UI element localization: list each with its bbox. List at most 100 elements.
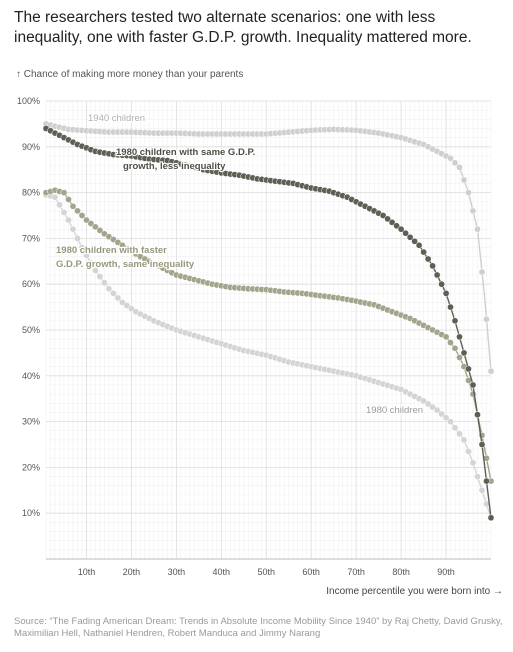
- x-tick-label: 30th: [168, 567, 186, 577]
- data-point: [483, 315, 490, 323]
- y-tick-label: 30%: [22, 417, 40, 427]
- y-tick-label: 10%: [22, 508, 40, 518]
- y-tick-label: 40%: [22, 371, 40, 381]
- data-point: [456, 430, 463, 438]
- data-point: [447, 418, 454, 425]
- data-point: [451, 317, 459, 325]
- annotation-label: 1980 children with same G.D.P.: [116, 147, 255, 158]
- source-note: Source: “The Fading American Dream: Tren…: [14, 616, 503, 639]
- data-point: [388, 219, 396, 226]
- data-point: [451, 159, 459, 167]
- annotation-label: 1940 children: [88, 113, 145, 124]
- data-point: [96, 227, 104, 234]
- annotation-label: 1980 children: [366, 405, 423, 416]
- data-point: [451, 424, 459, 432]
- data-point: [78, 244, 86, 251]
- data-point: [456, 164, 463, 171]
- data-point: [384, 215, 391, 223]
- data-point: [460, 176, 468, 184]
- data-point: [469, 381, 477, 389]
- data-point: [406, 233, 414, 241]
- data-point: [420, 248, 427, 256]
- data-point: [51, 193, 59, 201]
- data-point: [69, 202, 77, 210]
- data-point: [83, 251, 90, 259]
- series-line: [45, 189, 492, 482]
- data-point: [469, 207, 477, 215]
- y-tick-label: 70%: [22, 233, 40, 243]
- data-point: [478, 268, 486, 276]
- data-point: [415, 241, 423, 249]
- data-point: [92, 267, 99, 274]
- data-point: [451, 344, 459, 352]
- annotation-label: growth, less inequality: [123, 161, 226, 172]
- data-point: [397, 225, 405, 233]
- data-point: [56, 201, 63, 209]
- series-3: [42, 125, 495, 522]
- data-point: [442, 414, 450, 422]
- data-point: [65, 216, 72, 224]
- axes: 10% 20% 30% 40% 50% 60% 70% 80% 90% 100% 10th 20th 3…: [17, 96, 491, 577]
- data-point: [69, 225, 77, 233]
- annotation-layer: 1940 children 1980 children with same G.D…: [55, 112, 424, 417]
- data-point: [487, 514, 495, 522]
- series-0: [42, 120, 495, 375]
- data-point: [478, 441, 486, 448]
- x-tick-label: 50th: [257, 567, 275, 577]
- x-axis-label: Income percentile you were born into →: [326, 586, 503, 597]
- data-point: [474, 473, 481, 480]
- data-point: [465, 448, 472, 455]
- data-point: [393, 222, 400, 230]
- y-tick-label: 60%: [22, 279, 40, 289]
- y-tick-label: 50%: [22, 325, 40, 335]
- x-tick-label: 20th: [123, 567, 141, 577]
- x-tick-label: 80th: [392, 567, 410, 577]
- data-point: [433, 271, 441, 279]
- data-point: [478, 486, 486, 494]
- data-point: [456, 333, 463, 341]
- y-tick-label: 80%: [22, 188, 40, 198]
- data-point: [92, 223, 99, 231]
- data-point: [465, 365, 472, 373]
- y-tick-label: 90%: [22, 142, 40, 152]
- major-gridlines: [46, 100, 491, 559]
- data-point: [402, 229, 409, 237]
- x-tick-label: 60th: [302, 567, 320, 577]
- data-point: [442, 333, 450, 341]
- data-point: [411, 237, 418, 245]
- data-point: [83, 216, 90, 224]
- data-point: [487, 367, 495, 375]
- data-point: [460, 349, 468, 357]
- data-point: [87, 259, 95, 267]
- data-point: [424, 255, 432, 263]
- data-point: [96, 273, 104, 280]
- data-point: [433, 406, 441, 414]
- y-tick-label: 20%: [22, 462, 40, 472]
- x-tick-label: 40th: [213, 567, 231, 577]
- data-point: [465, 189, 472, 196]
- series-2: [42, 186, 495, 485]
- data-point: [379, 212, 387, 219]
- data-point: [469, 459, 477, 467]
- annotation-label: G.D.P. growth, same inequality: [56, 259, 195, 270]
- data-point: [101, 279, 108, 287]
- data-point: [87, 220, 95, 227]
- data-point: [456, 354, 463, 361]
- data-point: [74, 235, 81, 242]
- annotation-label: 1980 children with faster: [56, 245, 167, 256]
- data-point: [429, 262, 436, 270]
- x-tick-label: 70th: [347, 567, 365, 577]
- data-point: [447, 303, 454, 311]
- data-point: [114, 294, 122, 302]
- series-1: [42, 191, 495, 522]
- data-point: [74, 207, 81, 215]
- data-point: [438, 280, 445, 288]
- data-point: [474, 225, 481, 233]
- data-point: [65, 196, 72, 203]
- data-point: [460, 436, 468, 444]
- x-tick-label: 90th: [437, 567, 455, 577]
- data-point: [483, 477, 490, 485]
- data-point: [60, 189, 68, 196]
- series-layer: [42, 120, 495, 522]
